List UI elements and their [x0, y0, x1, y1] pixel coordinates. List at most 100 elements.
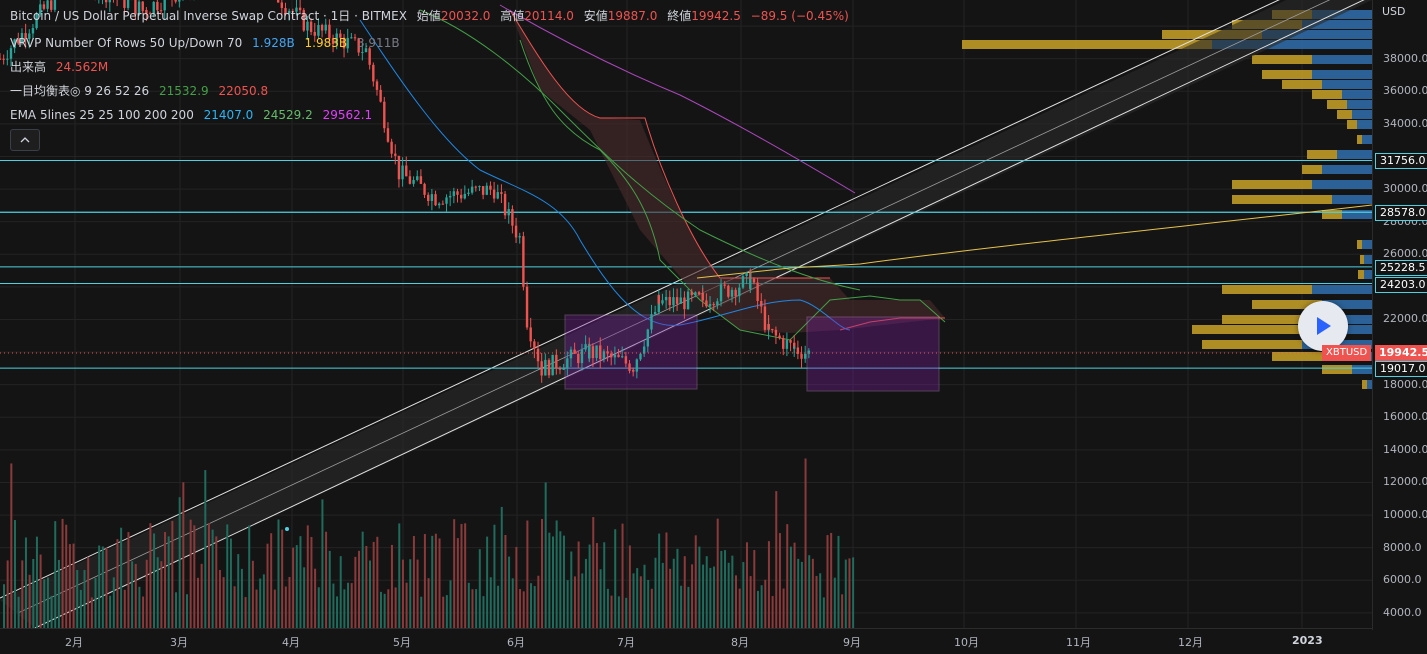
vrvp-up-row	[1362, 240, 1372, 249]
volume-bar	[826, 535, 829, 628]
ichimoku-legend[interactable]: 一目均衡表◎ 9 26 52 26 21532.9 22050.8	[10, 84, 274, 99]
volume-bar	[727, 562, 730, 628]
candle-body	[730, 289, 734, 297]
vrvp-down-row	[1232, 195, 1332, 204]
candle-body	[664, 296, 668, 301]
vrvp-down-row	[1192, 325, 1312, 334]
candle-body	[617, 354, 620, 358]
volume-bar	[606, 588, 609, 628]
candle-body	[558, 368, 562, 370]
candle-body	[276, 0, 280, 3]
replay-play-button[interactable]	[1298, 301, 1348, 351]
candles	[0, 0, 811, 383]
vrvp-up-row	[1312, 180, 1372, 189]
collapse-legend-button[interactable]	[10, 129, 40, 151]
date-axis[interactable]: 2月 3月 4月 5月 6月 7月 8月 9月 10月 11月 12月 2023	[0, 628, 1372, 654]
volume-bar	[10, 463, 13, 628]
vrvp-down-row	[1302, 165, 1322, 174]
volume-bar	[672, 558, 675, 628]
vrvp-down-row	[1322, 365, 1352, 374]
candle-body	[789, 340, 792, 343]
volume-bar	[306, 525, 309, 628]
volume-bar	[453, 519, 456, 628]
volume-bar	[786, 524, 789, 628]
candle-body	[53, 0, 57, 10]
volume-bar	[138, 586, 141, 628]
vrvp-up-row	[1312, 285, 1372, 294]
volume-bar	[24, 537, 27, 628]
candle-body	[492, 189, 496, 199]
volume-bar	[405, 582, 408, 628]
candle-body	[423, 183, 426, 195]
candle-body	[430, 194, 434, 201]
volume-bar	[409, 559, 412, 628]
volume-bar	[3, 584, 5, 628]
volume-bar	[416, 559, 419, 628]
ichimoku-b-value: 22050.8	[218, 84, 269, 98]
candle-body	[448, 195, 452, 198]
volume-bar	[592, 517, 595, 628]
vrvp-legend[interactable]: VRVP Number Of Rows 50 Up/Down 70 1.928B…	[10, 36, 406, 51]
vrvp-up-row	[1367, 380, 1372, 389]
date-tick-label: 6月	[507, 636, 525, 649]
candle-body	[397, 155, 401, 180]
candle-body	[694, 292, 697, 296]
volume-bar	[819, 573, 822, 628]
vrvp-up-row	[1347, 100, 1372, 109]
ichimoku-label: 一目均衡表◎ 9 26 52 26	[10, 84, 150, 98]
candle-body	[20, 33, 24, 44]
volume-bar	[28, 574, 31, 628]
volume-bar	[735, 575, 737, 628]
volume-value: 24.562M	[55, 60, 109, 74]
level-price-badge: 19017.0	[1375, 361, 1427, 378]
volume-bar	[412, 536, 415, 628]
candle-body	[778, 335, 781, 339]
ema-3-value: 29562.1	[322, 108, 373, 122]
candle-body	[577, 353, 580, 364]
volume-bar	[789, 546, 792, 628]
candle-body	[679, 297, 682, 304]
candle-body	[723, 284, 726, 286]
vrvp-down-row	[1252, 55, 1312, 64]
volume-bar	[259, 578, 262, 628]
volume-bar	[153, 533, 156, 628]
ema-legend[interactable]: EMA 5lines 25 25 100 200 200 21407.0 245…	[10, 108, 378, 123]
candle-body	[174, 0, 177, 2]
candle-body	[727, 285, 730, 297]
date-tick-label: 7月	[617, 636, 635, 649]
volume-bar	[475, 589, 478, 628]
vrvp-down-row	[1327, 100, 1347, 109]
vrvp-down-row	[1312, 90, 1342, 99]
price-axis[interactable]: 38000.036000.034000.030000.028000.026000…	[1372, 0, 1427, 630]
vrvp-up-row	[1332, 195, 1372, 204]
volume-bar	[745, 542, 748, 628]
candle-body	[485, 185, 488, 195]
vrvp-down-row	[1282, 80, 1322, 89]
volume-bar	[123, 589, 126, 628]
candle-body	[653, 311, 657, 315]
volume-bar	[782, 588, 785, 628]
date-tick-label: 10月	[954, 636, 979, 649]
candle-body	[635, 359, 639, 372]
candle-body	[657, 295, 660, 304]
symbol-title[interactable]: Bitcoin / US Dollar Perpetual Inverse Sw…	[10, 9, 407, 23]
candle-body	[547, 359, 551, 376]
volume-bar	[145, 559, 148, 628]
volume-bar	[171, 520, 174, 628]
volume-bar	[489, 577, 492, 628]
price-tick-label: 38000.0	[1383, 51, 1427, 65]
candle-body	[525, 286, 529, 328]
vrvp-up-row	[1364, 255, 1372, 264]
candle-body	[148, 13, 152, 15]
candle-body	[452, 191, 456, 196]
volume-bar	[420, 596, 423, 628]
date-tick-label: 4月	[282, 636, 300, 649]
candle-body	[357, 38, 360, 53]
volume-bar	[339, 556, 342, 628]
candle-body	[6, 58, 9, 60]
volume-legend[interactable]: 出来高 24.562M	[10, 60, 114, 75]
candle-body	[298, 7, 302, 11]
candle-body	[529, 327, 532, 342]
volume-bar	[112, 577, 115, 628]
